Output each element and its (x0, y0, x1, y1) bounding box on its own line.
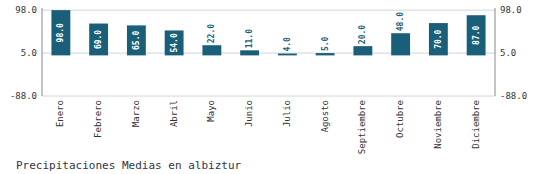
y-tick-label-right: -88.0 (500, 91, 527, 101)
x-tick-label: Julio (282, 100, 292, 127)
data-label: 20.0 (358, 25, 367, 44)
bar (391, 33, 410, 55)
x-tick-label: Diciembre (471, 100, 481, 149)
bar (429, 23, 448, 55)
bar (89, 24, 108, 56)
data-labels: 98.0 69.0 65.0 54.0 22.0 11.0 4.0 5.0 20.0 48.0 70… (56, 12, 480, 53)
data-label: 70.0 (434, 29, 443, 48)
data-label: 5.0 (321, 36, 330, 51)
bar (51, 10, 70, 55)
y-tick-label-right: 5.0 (500, 48, 516, 58)
grid (42, 10, 495, 96)
x-tick-label: Mayo (206, 100, 216, 122)
data-label: 4.0 (283, 37, 292, 52)
title: Precipitaciones Medias en albiztur (16, 159, 242, 172)
grid-line (42, 53, 495, 54)
y2-axis-line (495, 8, 496, 96)
bar (316, 53, 335, 55)
grid-line (42, 10, 495, 11)
data-label: 48.0 (396, 12, 405, 31)
data-label: 54.0 (170, 33, 179, 52)
bar (202, 45, 221, 55)
y-tick-label-right: 98.0 (500, 5, 522, 15)
y-tick-label: 5.0 (21, 48, 37, 58)
bar (353, 46, 372, 55)
x-tick-label: Junio (244, 100, 254, 127)
bar (165, 30, 184, 55)
x-tick-label: Marzo (131, 100, 141, 127)
data-label: 65.0 (132, 31, 141, 50)
bar (127, 25, 146, 55)
data-label: 69.0 (94, 30, 103, 49)
y-tick-label: 98.0 (15, 5, 37, 15)
y-axis-line (42, 8, 43, 96)
data-label: 22.0 (207, 24, 216, 43)
x-tick-label: Septiembre (357, 100, 367, 154)
x-axis: Enero Febrero Marzo Abril Mayo Junio Julio Agos… (55, 100, 480, 154)
data-label: 98.0 (56, 23, 65, 42)
x-tick-label: Agosto (320, 100, 330, 133)
bar (278, 54, 297, 56)
x-tick-label: Enero (55, 100, 65, 127)
x-tick-label: Octubre (395, 100, 405, 138)
grid-line (42, 96, 495, 97)
x-tick-label: Febrero (93, 100, 103, 138)
x-tick-label: Noviembre (433, 100, 443, 149)
x-tick-label: Abril (169, 100, 179, 127)
bar (467, 15, 486, 55)
y-tick-label: -88.0 (10, 91, 37, 101)
data-label: 87.0 (472, 25, 481, 44)
bar (240, 50, 259, 55)
data-label: 11.0 (245, 29, 254, 48)
chart: -88.0 -88.0 5.0 5.0 98.0 98.0 98.0 69.0 65.0 54.0… (0, 0, 537, 174)
